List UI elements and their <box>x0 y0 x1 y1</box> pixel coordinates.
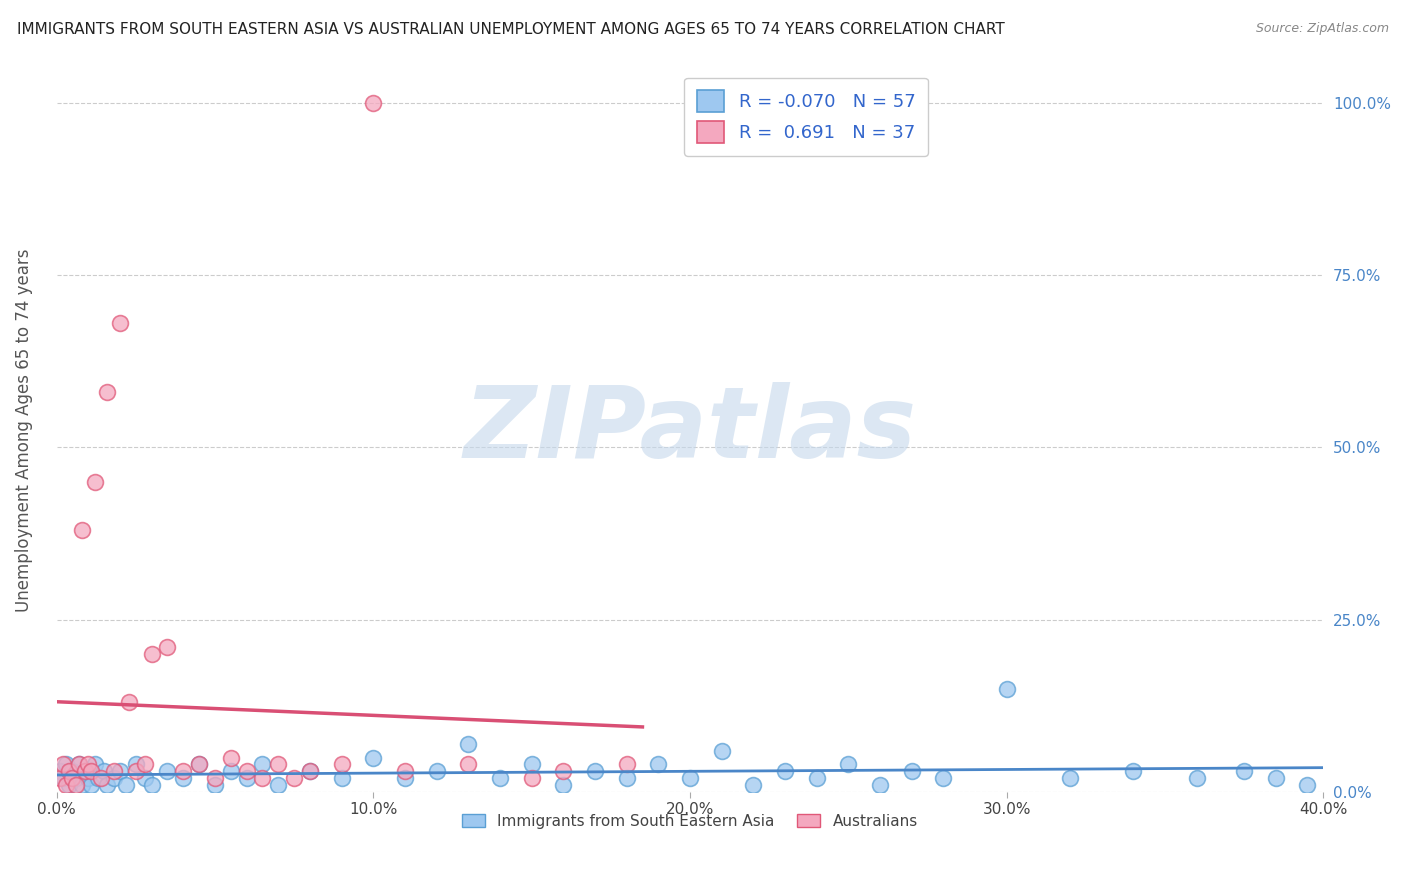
Point <box>204 778 226 792</box>
Point <box>70 778 93 792</box>
Text: ZIPatlas: ZIPatlas <box>464 382 917 479</box>
Point <box>77 771 100 785</box>
Point <box>1296 778 1319 792</box>
Point <box>125 764 148 779</box>
Point <box>1185 771 1208 785</box>
Point <box>298 764 321 779</box>
Point <box>55 778 77 792</box>
Point <box>457 757 479 772</box>
Point <box>773 764 796 779</box>
Point <box>118 695 141 709</box>
Point <box>298 764 321 779</box>
Point <box>188 757 211 772</box>
Point <box>932 771 955 785</box>
Point <box>58 778 80 792</box>
Point <box>87 771 110 785</box>
Point <box>156 764 179 779</box>
Point <box>204 771 226 785</box>
Point <box>553 778 575 792</box>
Point <box>83 757 105 772</box>
Point <box>235 771 257 785</box>
Point <box>900 764 922 779</box>
Point <box>330 757 353 772</box>
Point <box>83 475 105 489</box>
Legend: Immigrants from South Eastern Asia, Australians: Immigrants from South Eastern Asia, Aust… <box>456 807 924 835</box>
Point <box>172 764 194 779</box>
Point <box>394 771 416 785</box>
Point <box>96 385 118 400</box>
Point <box>553 764 575 779</box>
Point <box>52 771 75 785</box>
Point <box>70 523 93 537</box>
Point <box>520 771 543 785</box>
Point <box>219 764 242 779</box>
Point <box>489 771 512 785</box>
Point <box>134 771 156 785</box>
Point <box>108 764 131 779</box>
Text: Source: ZipAtlas.com: Source: ZipAtlas.com <box>1256 22 1389 36</box>
Point <box>252 757 274 772</box>
Point <box>995 681 1018 696</box>
Point <box>52 757 75 772</box>
Point <box>361 95 384 110</box>
Point <box>156 640 179 655</box>
Point <box>115 778 138 792</box>
Point <box>1233 764 1256 779</box>
Point <box>90 771 112 785</box>
Point <box>65 771 87 785</box>
Point <box>49 771 72 785</box>
Point <box>394 764 416 779</box>
Y-axis label: Unemployment Among Ages 65 to 74 years: Unemployment Among Ages 65 to 74 years <box>15 249 32 612</box>
Text: IMMIGRANTS FROM SOUTH EASTERN ASIA VS AUSTRALIAN UNEMPLOYMENT AMONG AGES 65 TO 7: IMMIGRANTS FROM SOUTH EASTERN ASIA VS AU… <box>17 22 1005 37</box>
Point <box>616 771 638 785</box>
Point <box>108 317 131 331</box>
Point <box>520 757 543 772</box>
Point <box>1122 764 1144 779</box>
Point <box>80 778 103 792</box>
Point <box>75 764 97 779</box>
Point <box>283 771 305 785</box>
Point <box>141 647 163 661</box>
Point <box>141 778 163 792</box>
Point <box>267 757 290 772</box>
Point <box>361 750 384 764</box>
Point <box>1264 771 1286 785</box>
Point <box>235 764 257 779</box>
Point <box>58 764 80 779</box>
Point <box>49 764 72 779</box>
Point <box>457 737 479 751</box>
Point <box>96 778 118 792</box>
Point <box>62 764 84 779</box>
Point <box>837 757 859 772</box>
Point <box>330 771 353 785</box>
Point <box>426 764 449 779</box>
Point <box>134 757 156 772</box>
Point <box>869 778 891 792</box>
Point <box>77 757 100 772</box>
Point <box>93 764 115 779</box>
Point <box>80 764 103 779</box>
Point <box>679 771 702 785</box>
Point <box>103 764 125 779</box>
Point <box>125 757 148 772</box>
Point <box>219 750 242 764</box>
Point <box>103 771 125 785</box>
Point <box>65 778 87 792</box>
Point <box>616 757 638 772</box>
Point <box>55 757 77 772</box>
Point <box>742 778 765 792</box>
Point <box>1059 771 1081 785</box>
Point <box>75 764 97 779</box>
Point <box>267 778 290 792</box>
Point <box>252 771 274 785</box>
Point <box>710 744 733 758</box>
Point <box>62 771 84 785</box>
Point <box>67 757 90 772</box>
Point <box>172 771 194 785</box>
Point <box>583 764 606 779</box>
Point <box>67 757 90 772</box>
Point <box>647 757 669 772</box>
Point <box>806 771 828 785</box>
Point <box>188 757 211 772</box>
